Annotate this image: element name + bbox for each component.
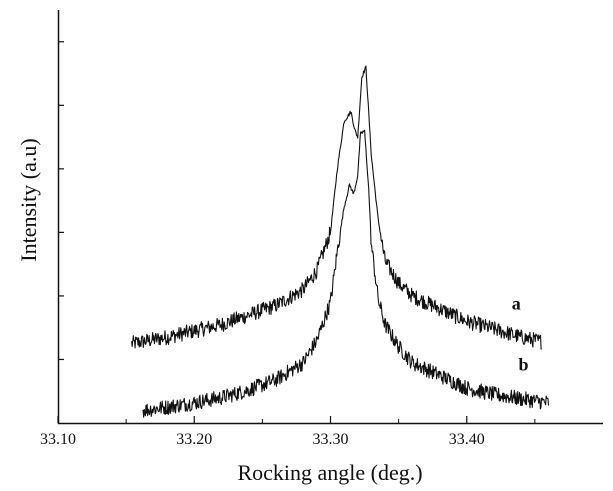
plot-frame <box>57 10 603 425</box>
series-a-line <box>131 65 542 350</box>
series-a-label: a <box>512 294 521 314</box>
x-tick-label: 33.20 <box>176 431 212 448</box>
x-tick-label: 33.30 <box>313 431 349 448</box>
y-ticks <box>58 41 64 361</box>
x-axis-label: Rocking angle (deg.) <box>237 460 422 485</box>
x-tick-label: 33.10 <box>40 431 76 448</box>
series-b-label: b <box>519 355 529 375</box>
y-axis-label: Intensity (a.u) <box>16 138 41 261</box>
series-b-line <box>142 129 550 418</box>
x-tick-label: 33.40 <box>449 431 485 448</box>
x-ticks: 33.10 33.20 33.30 33.40 <box>40 416 536 448</box>
series-group: ab <box>131 65 550 418</box>
